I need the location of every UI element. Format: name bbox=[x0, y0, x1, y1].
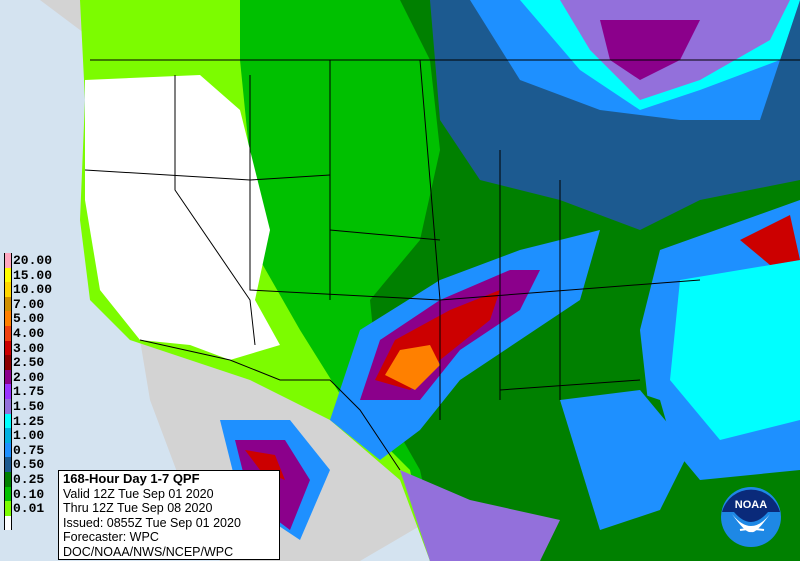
qpf-atlantic-cyan bbox=[670, 260, 800, 440]
legend-swatch bbox=[4, 282, 12, 297]
legend-label: 1.00 bbox=[13, 428, 45, 444]
legend-swatch bbox=[4, 384, 12, 399]
legend-entry: 7.00 bbox=[4, 296, 45, 312]
qpf-gulf-blue bbox=[560, 390, 690, 530]
legend-entry: 0.01 bbox=[4, 501, 44, 516]
noaa-logo: NOAA bbox=[721, 487, 781, 547]
qpf-band-orange bbox=[385, 345, 440, 390]
legend-label: 1.25 bbox=[13, 413, 45, 429]
legend-entry: 0.10 bbox=[4, 486, 45, 502]
map-title: 168-Hour Day 1-7 QPF bbox=[63, 471, 200, 486]
legend-label: 10.00 bbox=[13, 282, 53, 298]
thru-time: Thru 12Z Tue Sep 08 2020 bbox=[63, 501, 213, 516]
agency: DOC/NOAA/NWS/NCEP/WPC bbox=[63, 544, 234, 559]
legend-entry: 0.75 bbox=[4, 442, 45, 458]
legend-swatch bbox=[4, 442, 12, 458]
legend-entry: 20.00 bbox=[4, 253, 52, 268]
legend-entry: 1.25 bbox=[4, 413, 45, 429]
issued-time: Issued: 0855Z Tue Sep 01 2020 bbox=[63, 515, 241, 530]
legend-label: 2.50 bbox=[13, 355, 45, 371]
legend-entry: 1.00 bbox=[4, 428, 44, 443]
legend-swatch bbox=[4, 398, 12, 414]
legend-swatch bbox=[4, 296, 12, 312]
svg-text:NOAA: NOAA bbox=[735, 499, 767, 511]
legend-entry: 10.00 bbox=[4, 282, 52, 297]
forecaster: Forecaster: WPC bbox=[63, 530, 159, 545]
legend-label: 3.00 bbox=[13, 340, 45, 356]
legend-label: 2.00 bbox=[13, 369, 45, 385]
legend-entry: 0.25 bbox=[4, 471, 45, 487]
legend-swatch bbox=[4, 253, 12, 268]
legend-label: 7.00 bbox=[13, 296, 45, 312]
legend-label: 1.75 bbox=[13, 384, 45, 400]
legend-label: 5.00 bbox=[13, 311, 45, 327]
legend-entry: 2.50 bbox=[4, 355, 44, 370]
info-box: 168-Hour Day 1-7 QPF Valid 12Z Tue Sep 0… bbox=[58, 470, 280, 560]
legend-entry: 15.00 bbox=[4, 267, 52, 283]
state-boundaries bbox=[84, 59, 800, 471]
legend-entry: 1.50 bbox=[4, 398, 45, 414]
legend-swatch bbox=[4, 428, 12, 443]
legend-label: 0.75 bbox=[13, 442, 45, 458]
legend-label: 20.00 bbox=[13, 253, 53, 268]
legend-swatch bbox=[4, 501, 12, 516]
legend-swatch bbox=[4, 355, 12, 370]
qpf-gulf-mexico bbox=[400, 470, 560, 561]
qpf-200-north bbox=[600, 20, 700, 80]
dry-west bbox=[85, 75, 280, 360]
legend-swatch bbox=[4, 413, 12, 429]
legend-entry: 3.00 bbox=[4, 340, 45, 356]
legend-swatch bbox=[4, 325, 12, 341]
legend-label: 0.50 bbox=[13, 457, 45, 473]
legend-label: 1.50 bbox=[13, 398, 45, 414]
legend-swatch bbox=[4, 515, 12, 531]
legend-label: 4.00 bbox=[13, 325, 45, 341]
legend-swatch bbox=[4, 340, 12, 356]
legend-entry: 2.00 bbox=[4, 369, 45, 385]
legend-label: 15.00 bbox=[13, 267, 53, 283]
legend-swatch bbox=[4, 311, 12, 326]
legend-entry: 4.00 bbox=[4, 325, 45, 341]
legend-swatch bbox=[4, 471, 12, 487]
legend-label: 0.01 bbox=[13, 501, 45, 517]
legend-label: 0.25 bbox=[13, 471, 45, 487]
legend-entry bbox=[4, 515, 44, 531]
legend-entry: 1.75 bbox=[4, 384, 44, 399]
legend-swatch bbox=[4, 486, 12, 502]
qpf-atlantic-red bbox=[740, 215, 800, 265]
precip-legend: 20.00 15.00 10.00 7.00 5.00 4.00 3.00 2.50 2.00 1… bbox=[4, 253, 52, 531]
legend-label: 0.10 bbox=[13, 486, 45, 502]
legend-swatch bbox=[4, 457, 12, 472]
legend-entry: 0.50 bbox=[4, 457, 44, 472]
valid-time: Valid 12Z Tue Sep 01 2020 bbox=[63, 486, 214, 501]
legend-entry: 5.00 bbox=[4, 311, 44, 326]
legend-swatch bbox=[4, 267, 12, 283]
legend-swatch bbox=[4, 369, 12, 385]
